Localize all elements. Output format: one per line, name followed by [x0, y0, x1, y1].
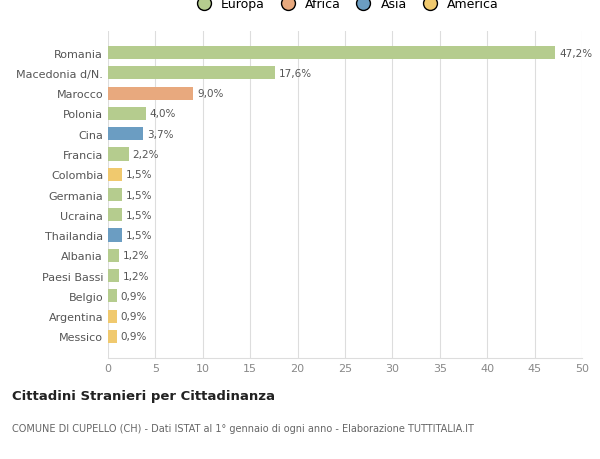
Bar	[108, 128, 143, 141]
Bar	[108, 168, 122, 181]
Text: 1,5%: 1,5%	[126, 230, 152, 241]
Text: COMUNE DI CUPELLO (CH) - Dati ISTAT al 1° gennaio di ogni anno - Elaborazione TU: COMUNE DI CUPELLO (CH) - Dati ISTAT al 1…	[12, 424, 474, 433]
Bar	[108, 107, 146, 121]
Text: 4,0%: 4,0%	[150, 109, 176, 119]
Bar	[108, 229, 122, 242]
Text: 2,2%: 2,2%	[133, 150, 159, 160]
Bar	[108, 148, 129, 161]
Bar	[108, 189, 122, 202]
Text: 0,9%: 0,9%	[121, 291, 146, 301]
Text: 1,5%: 1,5%	[126, 190, 152, 200]
Text: Cittadini Stranieri per Cittadinanza: Cittadini Stranieri per Cittadinanza	[12, 389, 275, 403]
Bar	[108, 330, 116, 343]
Text: 1,5%: 1,5%	[126, 170, 152, 180]
Text: 9,0%: 9,0%	[197, 89, 223, 99]
Text: 3,7%: 3,7%	[147, 129, 173, 140]
Bar	[108, 67, 275, 80]
Bar	[108, 269, 119, 283]
Text: 1,5%: 1,5%	[126, 210, 152, 220]
Text: 0,9%: 0,9%	[121, 311, 146, 321]
Bar	[108, 47, 556, 60]
Text: 47,2%: 47,2%	[559, 49, 592, 58]
Legend: Europa, Africa, Asia, America: Europa, Africa, Asia, America	[188, 0, 502, 14]
Text: 1,2%: 1,2%	[123, 251, 149, 261]
Text: 0,9%: 0,9%	[121, 332, 146, 341]
Text: 1,2%: 1,2%	[123, 271, 149, 281]
Bar	[108, 87, 193, 101]
Bar	[108, 209, 122, 222]
Bar	[108, 249, 119, 262]
Text: 17,6%: 17,6%	[278, 69, 312, 79]
Bar	[108, 310, 116, 323]
Bar	[108, 290, 116, 303]
